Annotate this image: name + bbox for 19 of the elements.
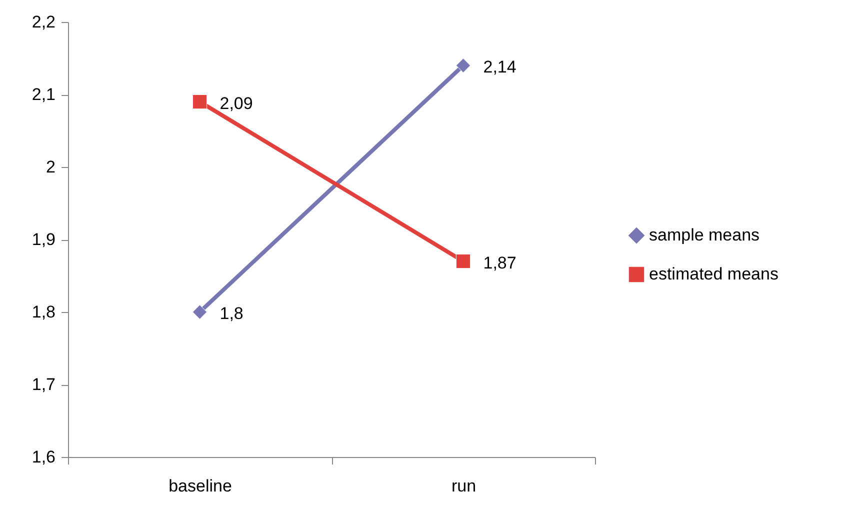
x-tick-label: baseline [168,476,232,496]
y-tick-label: 2,1 [32,85,56,104]
y-tick-label: 1,7 [32,375,56,394]
data-label: 2,14 [483,58,516,76]
data-label: 2,09 [220,94,253,113]
data-label: 1,87 [483,253,516,272]
legend-label: estimated means [649,264,778,284]
point [456,58,471,73]
y-tick-label: 1,6 [32,448,56,466]
point [192,94,208,110]
legend-label: sample means [649,226,760,244]
point [192,304,208,320]
x-tick-label: run [451,476,476,496]
data-label: 1,8 [220,304,244,323]
y-tick-label: 1,9 [32,230,56,249]
y-tick-label: 1,8 [32,302,56,322]
y-tick-label: 2 [46,158,56,176]
y-tick-label: 2,2 [32,12,56,32]
point [456,254,471,269]
